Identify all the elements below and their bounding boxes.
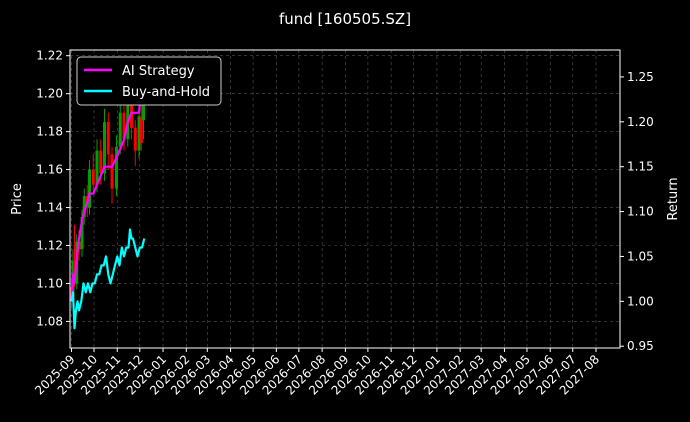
y2-tick-label: 1.05 (627, 249, 654, 263)
candle-body (133, 127, 137, 151)
legend-box (76, 56, 222, 106)
candle-body (80, 217, 84, 250)
y-tick-label: 1.14 (36, 201, 63, 215)
legend: AI Strategy Buy-and-Hold (76, 56, 222, 106)
candle-body (118, 112, 122, 147)
candle-body (139, 116, 143, 144)
y-tick-label: 1.18 (36, 125, 63, 139)
candle-body (103, 122, 107, 174)
series-lines (70, 58, 146, 330)
candle-body (122, 112, 126, 140)
candle-body (137, 116, 141, 151)
y-tick-label: 1.10 (36, 276, 63, 290)
legend-label-buy-and-hold: Buy-and-Hold (122, 85, 210, 100)
candle-body (106, 122, 110, 155)
series-line-buy-and-hold (70, 228, 146, 330)
candle-body (82, 196, 86, 218)
y2-tick-label: 1.20 (627, 115, 654, 129)
candle-body (142, 93, 146, 121)
chart-title: fund [160505.SZ] (279, 10, 411, 28)
y2-tick-label: 0.95 (627, 339, 654, 353)
candle-body (88, 169, 92, 208)
candle-body (95, 150, 99, 185)
y-tick-label: 1.20 (36, 87, 63, 101)
y-tick-label: 1.12 (36, 239, 63, 253)
y2-tick-label: 1.10 (627, 205, 654, 219)
candle-body (91, 169, 95, 185)
y2-axis-title: Return (666, 177, 681, 220)
y2-tick-label: 1.15 (627, 160, 654, 174)
y-tick-label: 1.16 (36, 163, 63, 177)
y2-tick-label: 1.25 (627, 70, 654, 84)
series-line-ai-strategy (70, 58, 145, 302)
y-axis-title: Price (10, 183, 25, 215)
y-tick-label: 1.08 (36, 314, 63, 328)
y-tick-label: 1.22 (36, 49, 63, 63)
candle-body (99, 150, 103, 174)
candle-body (115, 146, 119, 189)
candle-body (110, 154, 114, 189)
y2-tick-label: 1.00 (627, 294, 654, 308)
legend-label-ai-strategy: AI Strategy (122, 64, 195, 79)
candle-body (73, 260, 77, 280)
